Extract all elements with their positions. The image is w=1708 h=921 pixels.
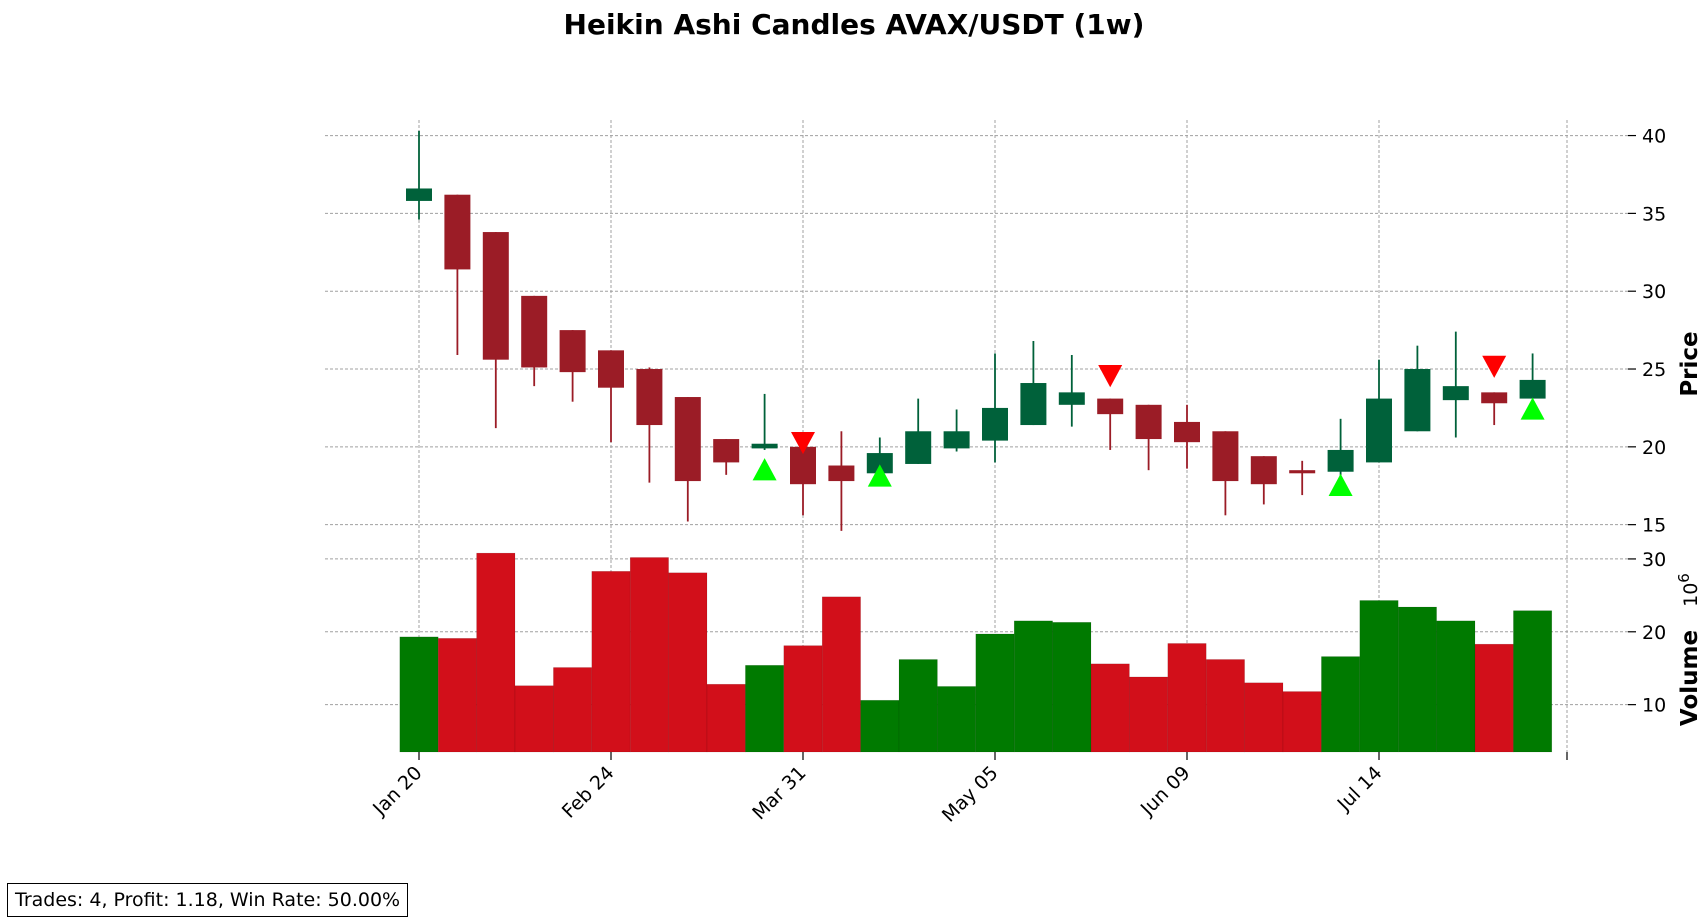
candle-body: [1097, 398, 1124, 415]
buy-marker: [1328, 473, 1353, 496]
volume-tick-label: 20: [1642, 622, 1666, 644]
candle-body: [982, 407, 1008, 441]
volume-bar: [514, 685, 554, 753]
candle-body: [1135, 404, 1162, 440]
volume-bar: [553, 667, 593, 753]
volume-bar: [821, 596, 861, 753]
volume-bar: [1321, 656, 1361, 753]
volume-bars: [399, 552, 1553, 753]
volume-bar: [399, 636, 439, 753]
price-tick-label: 25: [1642, 359, 1666, 381]
volume-bar: [1129, 676, 1169, 753]
sell-marker: [1482, 355, 1507, 378]
x-tick-label: Jan 20: [368, 762, 426, 820]
candle-body: [905, 431, 932, 464]
candle-body: [444, 194, 471, 270]
volume-bar: [1167, 643, 1207, 753]
volume-bar: [783, 645, 823, 753]
volume-bar: [437, 638, 477, 753]
volume-bar: [1052, 622, 1092, 753]
candle-body: [1174, 421, 1200, 443]
trade-markers: [752, 355, 1545, 496]
x-tick-label: May 05: [938, 762, 1003, 827]
candle-body: [1289, 470, 1316, 474]
volume-bar: [1244, 682, 1284, 753]
volume-bar: [1282, 691, 1322, 753]
price-tick-label: 40: [1642, 126, 1666, 148]
volume-bar: [975, 633, 1015, 753]
candle-body: [828, 465, 855, 482]
buy-marker: [752, 458, 777, 481]
candle-body: [636, 369, 663, 426]
volume-bar: [1474, 643, 1514, 753]
candle-body: [1058, 392, 1085, 405]
price-tick-label: 15: [1642, 515, 1666, 537]
volume-bar: [668, 572, 708, 753]
chart-title: Heikin Ashi Candles AVAX/USDT (1w): [563, 8, 1145, 41]
sell-marker: [791, 431, 815, 455]
candle-body: [866, 453, 893, 474]
volume-tick-label: 30: [1642, 549, 1666, 571]
candle-body: [1250, 456, 1277, 485]
buy-marker: [1520, 397, 1545, 420]
candle-body: [1481, 392, 1508, 404]
price-tick-label: 35: [1642, 203, 1666, 225]
volume-bar: [860, 699, 900, 753]
volume-multiplier: 106: [1675, 573, 1702, 607]
trade-stats-box: Trades: 4, Profit: 1.18, Win Rate: 50.00…: [7, 883, 409, 917]
volume-bar: [1205, 659, 1245, 753]
candle-body: [559, 330, 586, 373]
candle-body: [521, 295, 548, 368]
candle-body: [1212, 431, 1239, 482]
volume-axis-title: Volume: [1677, 630, 1703, 726]
volume-tick-label: 10: [1642, 695, 1666, 717]
volume-bar: [898, 659, 938, 753]
candle-body: [1519, 379, 1546, 399]
price-tick-label: 20: [1642, 437, 1666, 459]
x-tick-label: Feb 24: [558, 762, 619, 823]
candle-body: [482, 232, 509, 360]
candle-body: [1442, 386, 1469, 401]
candle-body: [1366, 398, 1392, 463]
volume-bar: [629, 557, 669, 753]
candle-body: [1327, 449, 1354, 472]
sell-marker: [1098, 365, 1123, 388]
volume-bar: [1090, 663, 1130, 753]
volume-bar: [476, 552, 516, 753]
candles: [406, 130, 1546, 531]
buy-marker: [867, 464, 892, 487]
x-tick-label: Jul 14: [1333, 762, 1387, 816]
candle-body: [406, 188, 432, 201]
volume-bar: [745, 664, 785, 753]
candle-body: [713, 439, 740, 463]
volume-bar: [1436, 620, 1476, 753]
volume-bar: [1513, 610, 1553, 753]
volume-bar: [706, 683, 746, 753]
volume-bar: [1359, 600, 1399, 753]
x-tick-label: Jun 09: [1136, 762, 1195, 821]
volume-bar: [1397, 606, 1437, 753]
volume-bar: [591, 571, 631, 753]
candle-body: [1404, 369, 1431, 432]
price-axis-title: Price: [1677, 331, 1703, 396]
candle-body: [598, 350, 624, 388]
candle-body: [674, 397, 701, 482]
volume-bar: [937, 686, 977, 753]
x-tick-label: Mar 31: [748, 762, 810, 824]
price-tick-label: 30: [1642, 281, 1666, 303]
volume-bar: [1013, 620, 1053, 753]
candle-body: [1020, 383, 1047, 426]
candle-body: [751, 443, 778, 449]
candle-body: [943, 431, 970, 449]
